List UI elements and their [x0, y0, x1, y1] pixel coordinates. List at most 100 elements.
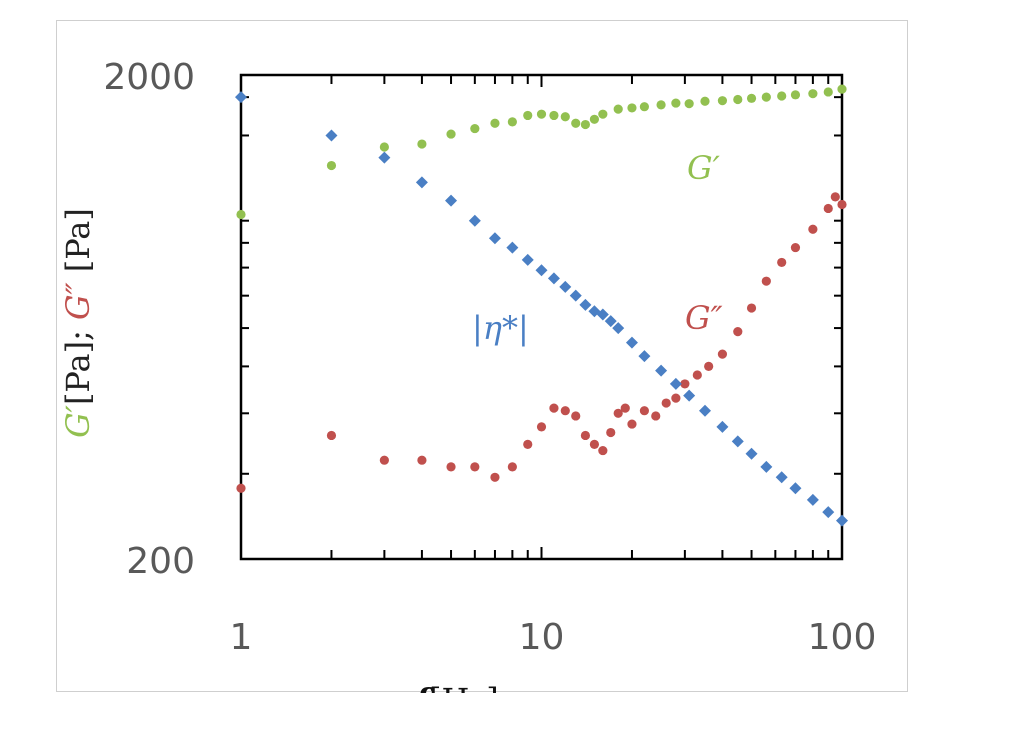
gdoubleprime-point — [606, 427, 616, 438]
gdoubleprime-point — [790, 242, 801, 253]
gprime-point — [790, 90, 801, 100]
gdoubleprime-point — [598, 445, 608, 456]
gprime-point — [446, 129, 456, 139]
eta-point — [745, 447, 758, 460]
gprime-point — [549, 110, 559, 121]
eta-point — [683, 389, 696, 402]
annotation-gdoubleprime: G″ — [685, 299, 723, 337]
eta-point — [445, 194, 458, 207]
axes-layer — [239, 73, 844, 561]
x-axis-label-symbol: f — [413, 681, 434, 693]
gprime-point — [627, 103, 637, 113]
marks-layer — [235, 84, 848, 527]
eta-point — [806, 493, 819, 506]
gprime-point — [733, 94, 743, 105]
eta-point — [760, 460, 773, 473]
gdoubleprime-point — [627, 419, 637, 429]
gprime-point — [837, 84, 847, 94]
eta-point — [604, 315, 617, 328]
eta-point — [415, 176, 428, 189]
gdoubleprime-point — [692, 370, 702, 380]
gdoubleprime-point — [704, 361, 714, 371]
eta-point — [822, 506, 835, 519]
eta-point — [535, 264, 548, 277]
gprime-point — [671, 98, 681, 108]
gdoubleprime-point — [651, 411, 661, 421]
x-axis-label: f[Hz] — [413, 681, 499, 693]
text-layer: 1101002002000f[Hz]G′[Pa]; G″ [Pa]G′G″|η*… — [59, 57, 876, 693]
gprime-point — [684, 99, 694, 109]
eta-point — [579, 298, 592, 311]
gdoubleprime-point — [777, 257, 787, 268]
eta-point — [655, 364, 668, 377]
gdoubleprime-point — [830, 192, 840, 202]
eta-point — [716, 420, 729, 433]
gprime-point — [490, 118, 500, 128]
eta-point — [669, 377, 682, 390]
gprime-point — [560, 112, 570, 122]
gprime-point — [598, 109, 608, 119]
gdoubleprime-point — [589, 439, 600, 449]
gdoubleprime-point — [379, 455, 389, 465]
gdoubleprime-point — [808, 224, 818, 234]
eta-point — [506, 241, 519, 254]
gprime-point — [523, 110, 533, 121]
x-tick-label: 100 — [808, 617, 877, 658]
eta-point — [612, 322, 625, 335]
y-label-unit-2: [Pa] — [59, 208, 97, 282]
y-tick-label: 200 — [126, 541, 195, 582]
gdoubleprime-point — [446, 462, 456, 472]
gprime-point — [717, 96, 728, 106]
gprime-point — [746, 93, 757, 103]
eta-point — [521, 253, 534, 266]
gprime-point — [580, 119, 591, 130]
gdoubleprime-point — [837, 199, 847, 210]
eta-point — [638, 350, 651, 363]
gprime-point — [236, 209, 246, 220]
gdoubleprime-point — [417, 455, 427, 465]
eta-point — [775, 471, 788, 484]
chart-frame: 1101002002000f[Hz]G′[Pa]; G″ [Pa]G′G″|η*… — [56, 20, 908, 693]
gprime-point — [823, 87, 833, 97]
x-axis-label-unit: [Hz] — [429, 681, 499, 693]
gprime-point — [808, 89, 818, 99]
gdoubleprime-point — [620, 403, 630, 413]
gdoubleprime-point — [717, 349, 728, 359]
eta-point — [625, 336, 638, 349]
x-tick-label: 10 — [519, 617, 565, 658]
gprime-point — [761, 92, 771, 102]
gprime-point — [417, 139, 427, 149]
gprime-point — [507, 117, 517, 127]
plot-border — [239, 73, 844, 561]
gprime-point — [656, 100, 666, 110]
annotation-eta: |η*| — [472, 309, 529, 347]
gdoubleprime-point — [560, 406, 570, 416]
eta-point — [325, 129, 338, 142]
gdoubleprime-point — [523, 439, 533, 449]
chart-plot: 1101002002000f[Hz]G′[Pa]; G″ [Pa]G′G″|η*… — [59, 57, 876, 693]
gdoubleprime-point — [639, 406, 649, 416]
gdoubleprime-point — [823, 203, 833, 214]
gdoubleprime-point — [326, 430, 337, 441]
gdoubleprime-point — [661, 398, 671, 408]
gdoubleprime-point — [470, 462, 480, 472]
eta-point — [836, 514, 848, 527]
eta-point — [235, 91, 247, 104]
eta-point — [731, 435, 744, 448]
eta-point — [596, 308, 609, 321]
gprime-point — [777, 91, 787, 101]
gdoubleprime-point — [680, 379, 690, 389]
y-label-gprime: G′ — [59, 404, 97, 438]
y-tick-label: 2000 — [103, 57, 195, 98]
eta-point — [789, 482, 802, 495]
gdoubleprime-point — [733, 327, 743, 337]
gprime-point — [613, 104, 623, 114]
gdoubleprime-point — [613, 408, 623, 418]
eta-point — [488, 232, 501, 245]
eta-point — [559, 280, 572, 293]
gdoubleprime-point — [671, 393, 681, 403]
gdoubleprime-point — [490, 472, 500, 482]
gdoubleprime-point — [536, 422, 547, 432]
y-label-unit-1: [Pa]; — [59, 320, 97, 405]
gprime-point — [589, 114, 600, 124]
